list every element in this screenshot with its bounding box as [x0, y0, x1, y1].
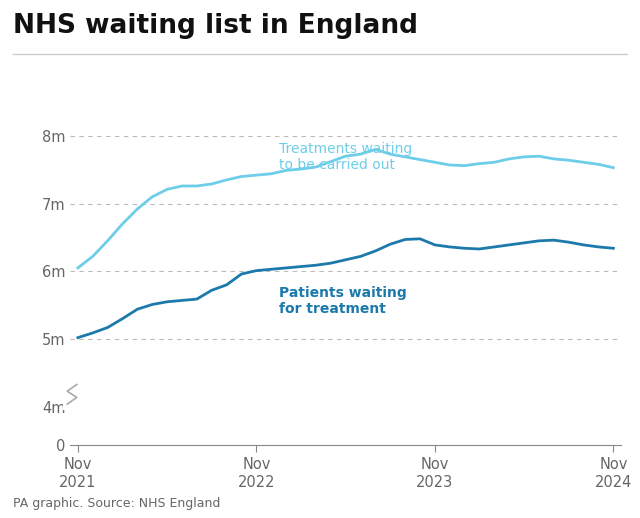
- Text: PA graphic. Source: NHS England: PA graphic. Source: NHS England: [13, 497, 220, 510]
- Text: Patients waiting
for treatment: Patients waiting for treatment: [278, 286, 406, 316]
- Text: Treatments waiting
to be carried out: Treatments waiting to be carried out: [278, 141, 412, 172]
- Text: NHS waiting list in England: NHS waiting list in England: [13, 13, 418, 39]
